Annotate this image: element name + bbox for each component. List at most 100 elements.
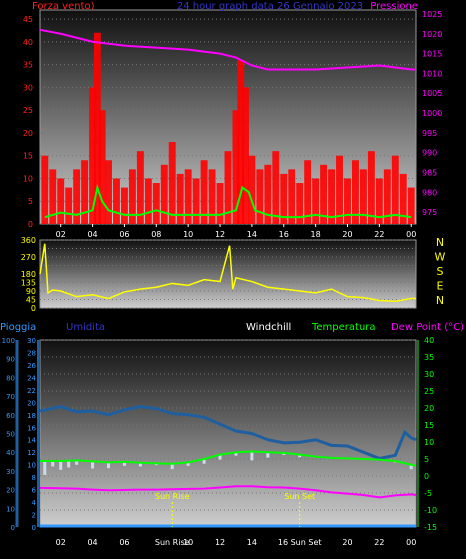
wind-y-tick: 15 [23,152,33,161]
humidity-y-tick: 2 [32,512,36,520]
humidity-y-tick: 22 [27,387,36,395]
x-tick-bottom: 22 [374,538,384,547]
compass-label: N [436,236,444,249]
temperature-axis-title: Temperatura [311,322,376,333]
wind-bar [407,187,415,224]
wind-bar [152,183,160,224]
humidity-line [39,405,417,460]
wind-bar [264,164,272,224]
x-tick-bottom: 16 Sun Set [278,538,322,547]
humidity-y-tick: 30 [27,337,36,345]
wind-bar [136,151,144,224]
direction-y-tick: 180 [21,270,36,279]
wind-direction-line [39,243,416,303]
rain-y-tick: 70 [6,393,15,401]
wind-bar [391,155,399,224]
x-tick-top: 12 [215,230,225,239]
humidity-y-tick: 4 [32,499,37,507]
temperature-y-tick: 30 [424,370,434,379]
direction-y-tick: 270 [21,253,36,262]
x-tick-top: 00 [406,230,416,239]
humidity-y-tick: 24 [27,374,36,382]
rain-y-tick: 60 [6,412,15,420]
wind-bar [248,155,256,224]
pressure-y-tick: 1015 [422,50,442,59]
x-tick-bottom: Sun Rise [155,538,190,547]
pressure-y-tick: 990 [422,149,437,158]
x-tick-top: 18 [311,230,321,239]
rain-y-tick: 100 [2,337,15,345]
direction-y-tick: 135 [21,279,36,288]
wind-y-tick: 35 [23,61,33,70]
wind-bar [120,187,128,224]
x-tick-top: 02 [56,230,66,239]
rain-axis-title: Pioggia [0,322,36,333]
temperature-y-tick: 5 [424,455,429,464]
wind-bar [304,160,312,224]
wind-bar [296,183,304,224]
pressure-y-tick: 1005 [422,89,442,98]
wind-bar [168,142,176,224]
wind-bar [184,169,192,224]
wind-bar [320,164,328,224]
compass-label: S [437,265,444,278]
humidity-y-tick: 10 [27,462,36,470]
wind-y-tick: 5 [28,197,33,206]
humidity-y-tick: 14 [27,437,36,445]
wind-y-tick: 40 [23,38,33,47]
wind-average-line [44,183,412,219]
sunrise-label: Sun Rise [155,492,190,501]
humidity-y-tick: 12 [27,449,36,457]
temperature-y-tick: 10 [424,438,434,447]
sunset-label: Sun Set [284,492,315,501]
wind-bar [192,178,200,224]
humidity-y-tick: 6 [32,487,37,495]
direction-y-tick: 90 [26,287,36,296]
wind-bar [256,169,264,224]
wind-bar [200,160,208,224]
temperature-y-tick: -15 [424,523,437,532]
wind-y-tick: 10 [23,174,33,183]
wind-bar [160,164,168,224]
wind-y-tick: 30 [23,83,33,92]
wind-bar [367,151,375,224]
wind-y-tick: 45 [23,15,33,24]
compass-label: W [435,251,446,264]
x-tick-top: 04 [87,230,97,239]
wind-y-tick: 20 [23,129,33,138]
x-tick-top: 14 [247,230,257,239]
wind-bar [49,169,57,224]
compass-label: N [436,294,444,307]
x-tick-bottom: 00 [406,538,416,547]
temperature-y-tick: -10 [424,506,437,515]
x-tick-top: 06 [119,230,129,239]
rain-y-tick: 40 [6,449,15,457]
pressure-line [39,28,416,71]
wind-bar [113,178,120,224]
x-tick-bottom: 20 [342,538,352,547]
pressure-y-tick: 1010 [422,69,442,78]
humidity-y-tick: 20 [27,399,36,407]
pressure-y-tick: 985 [422,168,437,177]
x-tick-top: 16 [279,230,289,239]
x-tick-bottom: 14 [247,538,257,547]
wind-bar [224,151,232,224]
humidity-axis-title: Umidita [66,322,105,333]
temperature-y-tick: 25 [424,387,434,396]
pressure-y-tick: 995 [422,129,437,138]
x-tick-bottom: 02 [56,538,66,547]
wind-bar [280,173,288,224]
dewpoint-axis-title: Dew Point (°C) [391,322,464,333]
pressure-y-tick: 1000 [422,109,442,118]
rain-y-tick: 20 [6,487,15,495]
rain-y-tick: 10 [6,505,15,513]
humidity-y-tick: 26 [27,362,36,370]
direction-y-tick: 0 [31,304,36,313]
x-tick-bottom: 10 [183,538,193,547]
x-tick-top: 10 [183,230,193,239]
pressure-axis-title: Pressione [370,1,418,12]
rain-y-tick: 80 [6,374,15,382]
wind-bar [93,32,101,224]
